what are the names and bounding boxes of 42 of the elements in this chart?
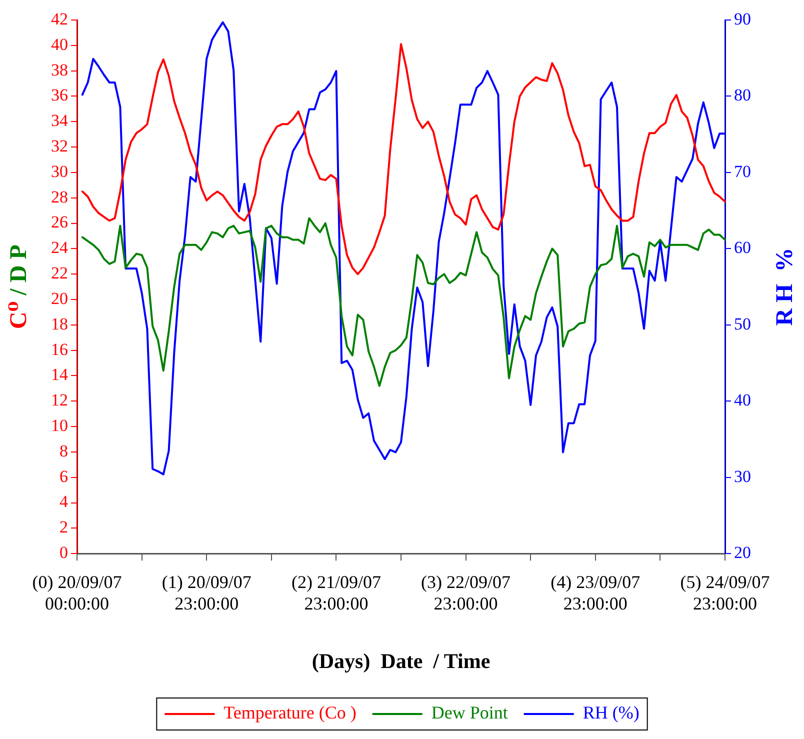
legend-label: Dew Point: [431, 702, 508, 723]
y2-tick-label: 90: [734, 9, 751, 28]
y2-tick-label: 40: [734, 390, 751, 410]
y-tick-label: 24: [51, 238, 68, 258]
y-axis-title: C⁰ / D P: [6, 244, 32, 330]
y2-tick-label: 50: [734, 314, 751, 334]
y-tick-label: 22: [51, 264, 68, 283]
y-tick-label: 40: [51, 34, 68, 54]
y-tick-label: 38: [51, 60, 68, 80]
y2-tick-label: 70: [734, 162, 751, 181]
y-tick-label: 26: [51, 212, 68, 232]
legend-label: RH (%): [582, 702, 640, 723]
x-tick-label: (5) 24/09/07 23:00:00: [680, 572, 770, 614]
y-tick-label: 20: [51, 288, 68, 308]
y-tick-label: 36: [51, 86, 68, 105]
y-tick-label: 28: [51, 187, 68, 206]
x-axis-title: (Days) Date / Time: [312, 648, 490, 673]
y-tick-label: 10: [51, 416, 68, 436]
y-tick-label: 6: [60, 466, 68, 486]
x-tick-label: (3) 22/09/07 23:00:00: [421, 572, 511, 614]
y2-tick-label: 20: [734, 543, 751, 562]
y-tick-label: 0: [60, 543, 68, 562]
y2-tick-label: 80: [734, 86, 751, 105]
y-tick-label: 12: [51, 390, 68, 410]
y2-tick-label: 30: [734, 466, 751, 486]
y-tick-label: 14: [51, 365, 68, 384]
y-tick-label: 4: [60, 492, 68, 512]
x-tick-label: (2) 21/09/07 23:00:00: [291, 572, 381, 614]
y-tick-label: 8: [60, 441, 68, 460]
y-tick-label: 30: [51, 162, 68, 181]
y-tick-label: 2: [60, 518, 68, 537]
y2-tick-label: 60: [734, 238, 751, 258]
y-tick-label: 18: [51, 314, 68, 334]
y-tick-label: 32: [51, 136, 68, 156]
y-tick-label: 16: [51, 340, 68, 359]
y2-axis-title: R H %: [772, 248, 798, 326]
x-tick-label: (0) 20/09/07 00:00:00: [32, 572, 122, 614]
x-tick-label: (4) 23/09/07 23:00:00: [550, 572, 640, 614]
legend-label: Temperature (Co ): [224, 702, 356, 723]
y-tick-label: 34: [51, 111, 68, 130]
y-tick-label: 42: [51, 9, 68, 28]
x-tick-label: (1) 20/09/07 23:00:00: [162, 572, 252, 614]
